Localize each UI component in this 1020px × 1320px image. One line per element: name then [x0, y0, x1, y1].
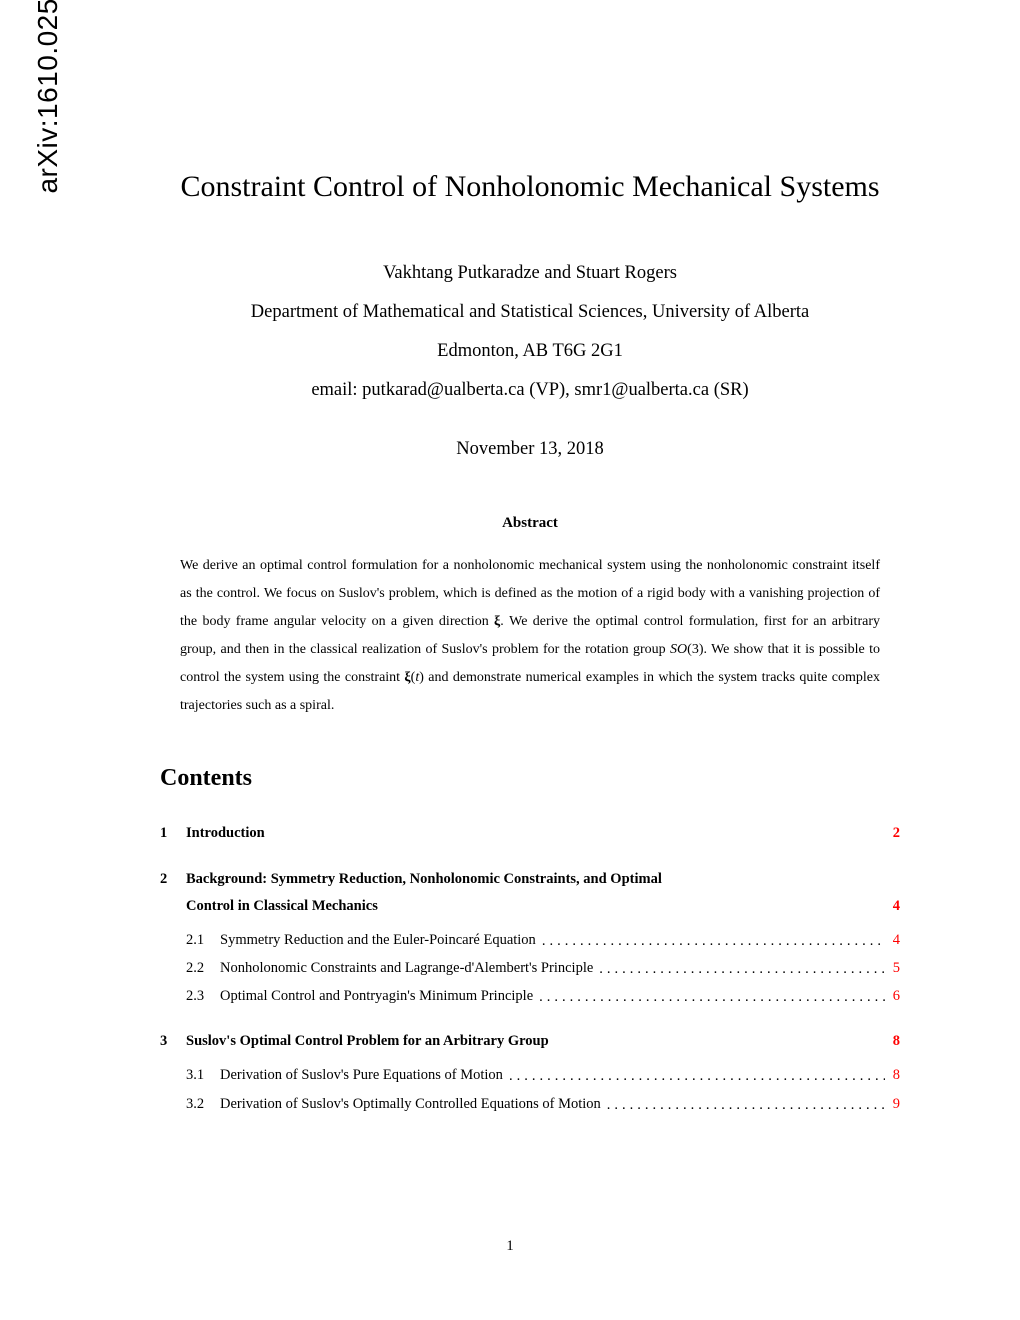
toc-section-3[interactable]: 3 Suslov's Optimal Control Problem for a…: [160, 1028, 900, 1056]
toc-dots: ........................................…: [593, 957, 884, 982]
toc-subsection-3-1[interactable]: 3.1 Derivation of Suslov's Pure Equation…: [160, 1063, 900, 1088]
toc-dots: ........................................…: [601, 1093, 885, 1118]
contents-heading: Contents: [160, 765, 900, 792]
toc-sub-title: Optimal Control and Pontryagin's Minimum…: [220, 984, 533, 1009]
toc-sub-number: 2.2: [186, 956, 220, 981]
toc-sub-title: Derivation of Suslov's Pure Equations of…: [220, 1063, 503, 1088]
toc-section-title: Introduction: [186, 820, 881, 848]
toc-sub-number: 2.1: [186, 928, 220, 953]
toc-subsection-2-2[interactable]: 2.2 Nonholonomic Constraints and Lagrang…: [160, 956, 900, 981]
location: Edmonton, AB T6G 2G1: [160, 332, 900, 371]
toc-dots: ........................................…: [503, 1064, 885, 1089]
toc-section-title: Suslov's Optimal Control Problem for an …: [186, 1028, 881, 1056]
page-content: Constraint Control of Nonholonomic Mecha…: [0, 0, 1020, 1180]
toc-subsection-2-3[interactable]: 2.3 Optimal Control and Pontryagin's Min…: [160, 984, 900, 1009]
toc-page-number[interactable]: 9: [893, 1092, 900, 1117]
page-number: 1: [0, 1238, 1020, 1255]
toc-sub-number: 2.3: [186, 984, 220, 1009]
toc-page-number[interactable]: 8: [893, 1028, 900, 1056]
toc-page-number[interactable]: 4: [893, 928, 900, 953]
affiliation: Department of Mathematical and Statistic…: [160, 293, 900, 332]
toc-section-1[interactable]: 1 Introduction 2: [160, 820, 900, 848]
toc-section-number: 3: [160, 1028, 186, 1056]
toc-page-number[interactable]: 2: [893, 820, 900, 848]
toc-sub-title: Derivation of Suslov's Optimally Control…: [220, 1092, 601, 1117]
toc-section-number: 1: [160, 820, 186, 848]
toc-sub-number: 3.1: [186, 1063, 220, 1088]
toc-dots: ........................................…: [536, 929, 885, 954]
toc-section-title-line2: Control in Classical Mechanics: [186, 893, 881, 920]
authors: Vakhtang Putkaradze and Stuart Rogers: [160, 254, 900, 293]
toc-section-number: 2: [160, 866, 186, 893]
toc-subsection-2-1[interactable]: 2.1 Symmetry Reduction and the Euler-Poi…: [160, 928, 900, 953]
paper-date: November 13, 2018: [160, 439, 900, 460]
toc-sub-title: Nonholonomic Constraints and Lagrange-d'…: [220, 956, 593, 981]
toc-page-number[interactable]: 8: [893, 1063, 900, 1088]
abstract-text: We derive an optimal control formulation…: [160, 552, 900, 720]
abstract-heading: Abstract: [160, 515, 900, 532]
toc-section-2[interactable]: 2 Background: Symmetry Reduction, Nonhol…: [160, 866, 900, 920]
arxiv-identifier: arXiv:1610.02595v17 [math.OC] 10 Nov 201…: [32, 0, 64, 250]
paper-title: Constraint Control of Nonholonomic Mecha…: [160, 170, 900, 204]
author-block: Vakhtang Putkaradze and Stuart Rogers De…: [160, 254, 900, 409]
toc-dots: ........................................…: [533, 985, 885, 1010]
toc-page-number[interactable]: 6: [893, 984, 900, 1009]
toc-sub-title: Symmetry Reduction and the Euler-Poincar…: [220, 928, 536, 953]
email-line: email: putkarad@ualberta.ca (VP), smr1@u…: [160, 371, 900, 410]
toc-section-title-line1: Background: Symmetry Reduction, Nonholon…: [186, 866, 662, 893]
toc-sub-number: 3.2: [186, 1092, 220, 1117]
toc-page-number[interactable]: 5: [893, 956, 900, 981]
toc-page-number[interactable]: 4: [893, 893, 900, 920]
toc-subsection-3-2[interactable]: 3.2 Derivation of Suslov's Optimally Con…: [160, 1092, 900, 1117]
